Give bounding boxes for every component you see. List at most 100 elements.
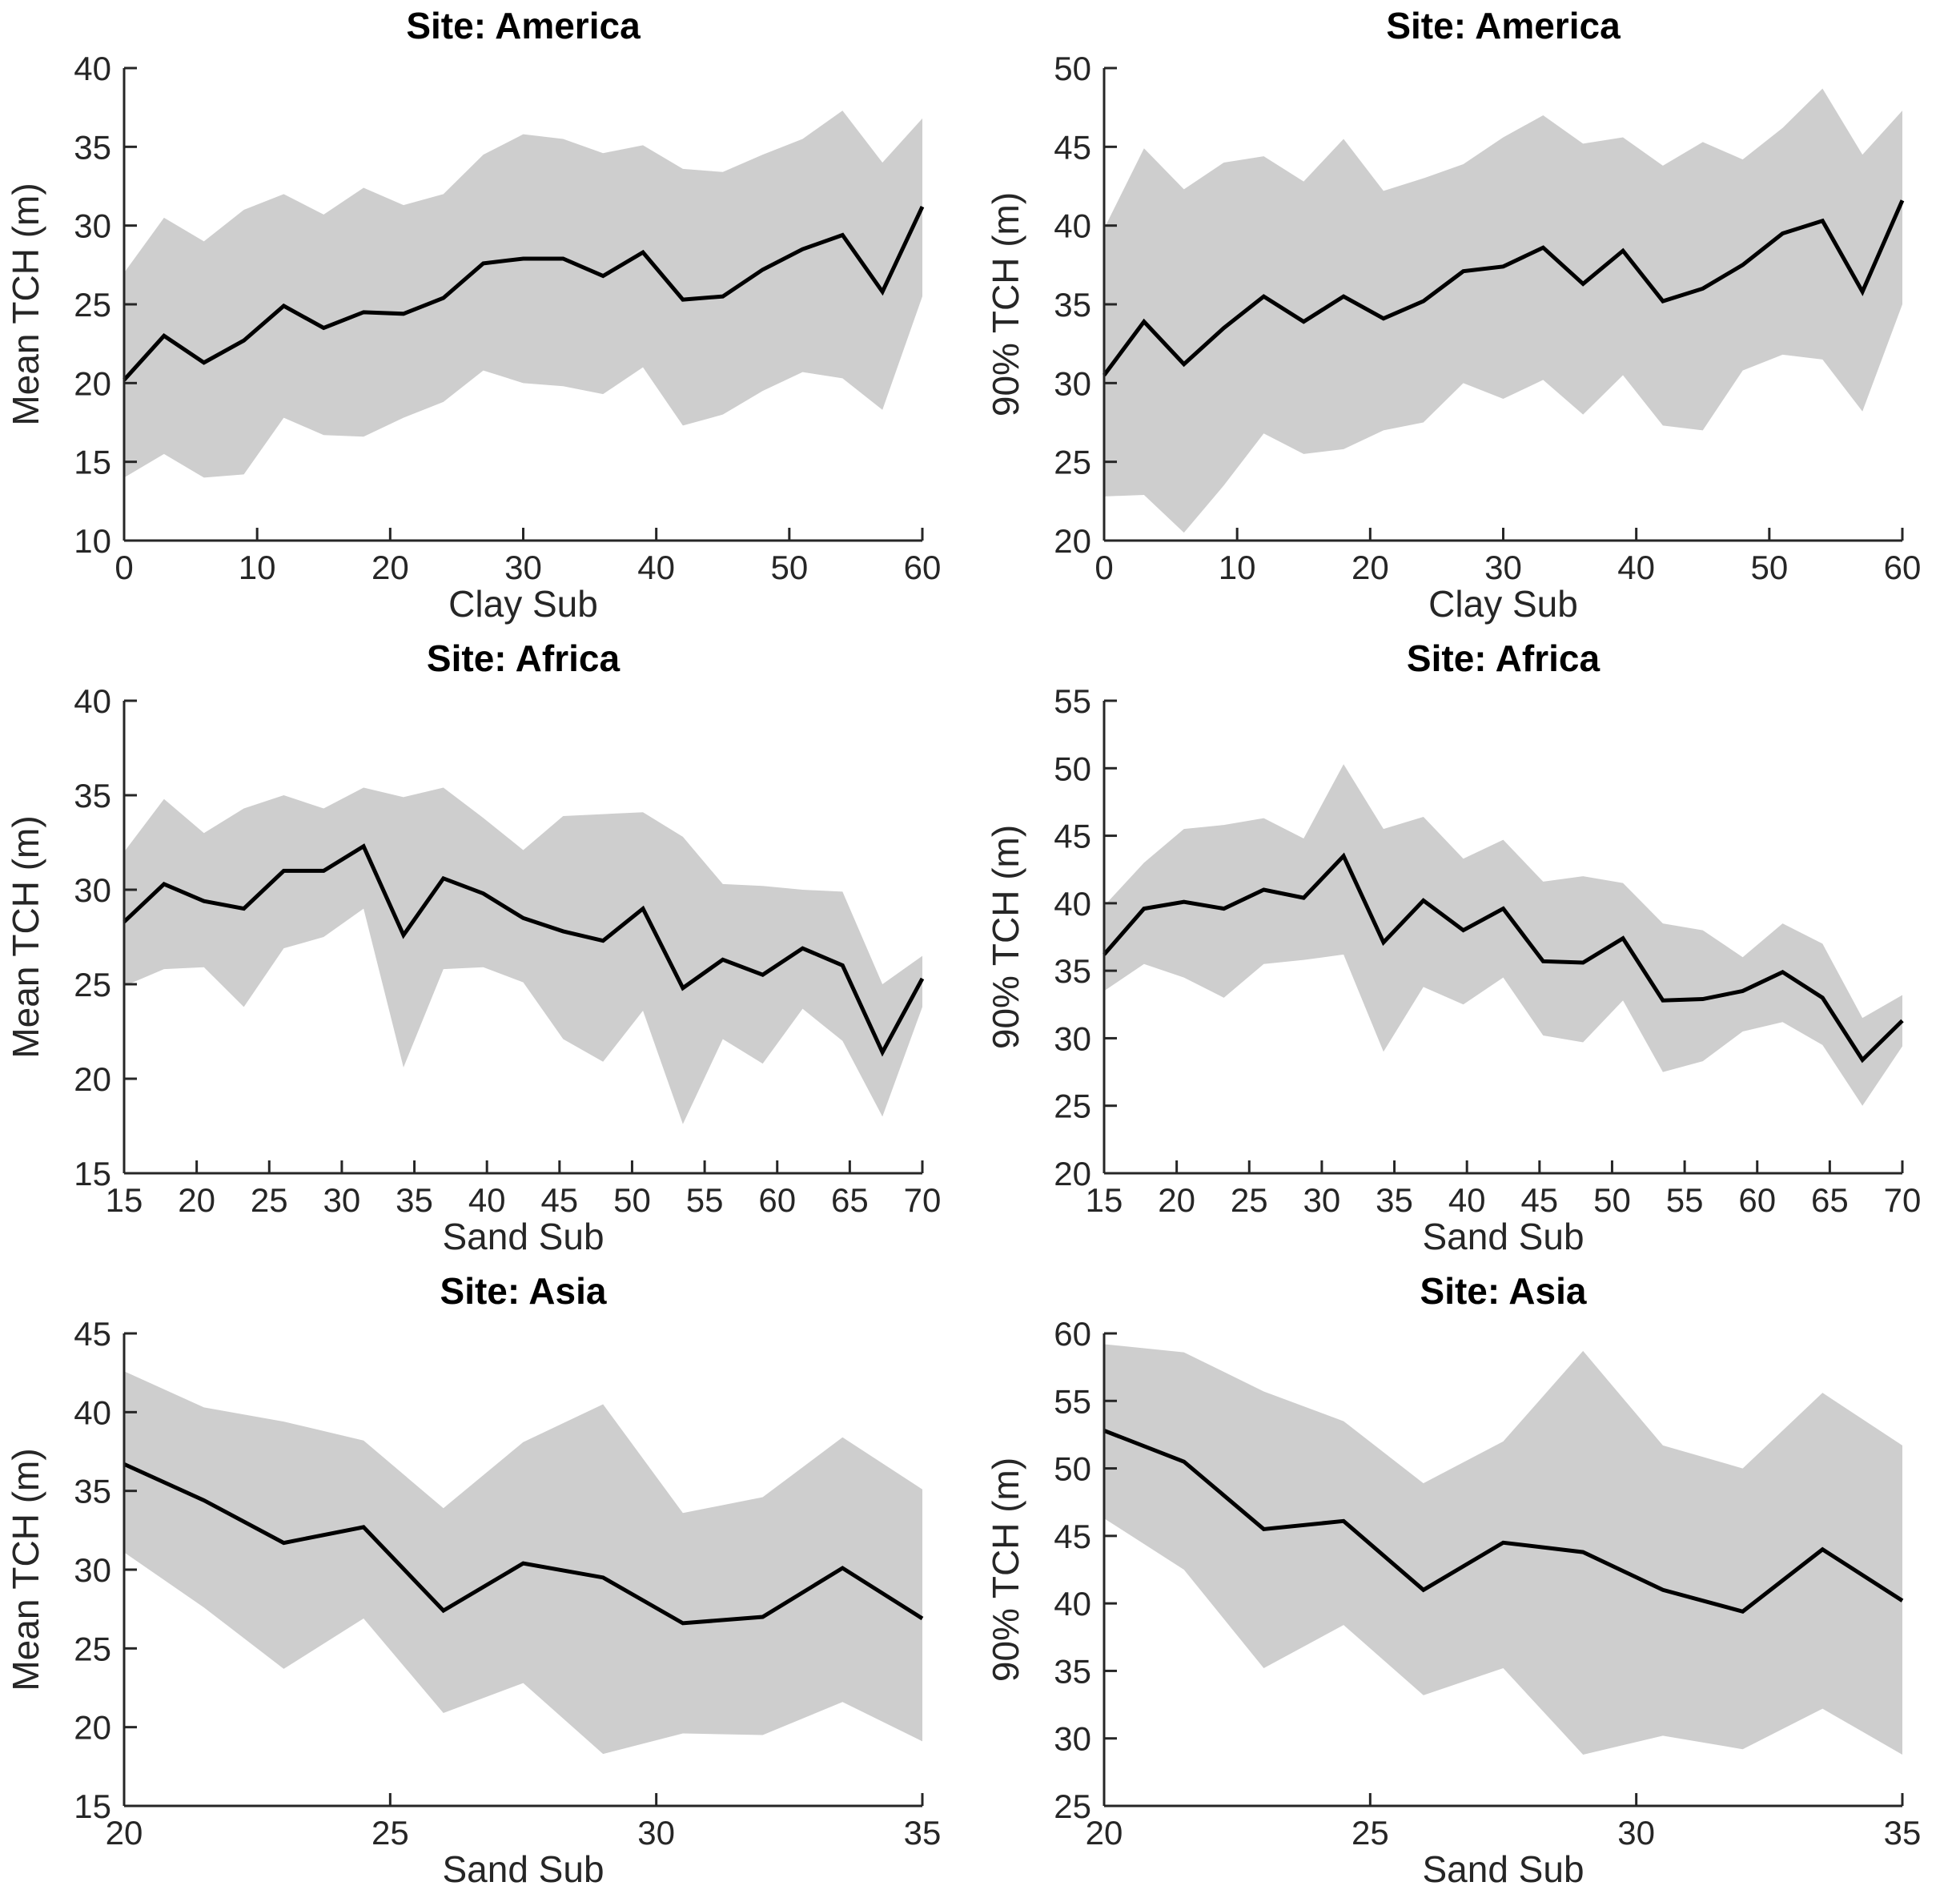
x-tick-label: 35 bbox=[396, 1181, 433, 1219]
x-tick-label: 25 bbox=[1231, 1181, 1268, 1219]
y-axis-label: 90% TCH (m) bbox=[985, 192, 1026, 416]
chart-title: Site: Africa bbox=[1407, 637, 1601, 679]
x-tick-label: 40 bbox=[468, 1181, 506, 1219]
x-tick-label: 45 bbox=[540, 1181, 578, 1219]
y-tick-label: 10 bbox=[74, 522, 111, 560]
x-axis-label: Clay Sub bbox=[448, 583, 598, 625]
x-tick-label: 20 bbox=[372, 549, 409, 586]
x-tick-label: 20 bbox=[178, 1181, 215, 1219]
y-axis-label: Mean TCH (m) bbox=[5, 1448, 46, 1691]
y-tick-label: 25 bbox=[74, 1630, 111, 1667]
x-tick-label: 60 bbox=[758, 1181, 796, 1219]
x-tick-label: 20 bbox=[1158, 1181, 1195, 1219]
mean-line bbox=[122, 1462, 924, 1626]
y-tick-label: 40 bbox=[74, 682, 111, 720]
x-tick-label: 65 bbox=[831, 1181, 869, 1219]
x-tick-label: 55 bbox=[686, 1181, 724, 1219]
x-tick-label: 60 bbox=[1738, 1181, 1776, 1219]
x-tick-label: 0 bbox=[1094, 549, 1113, 586]
x-tick-label: 0 bbox=[114, 549, 133, 586]
x-axis-label: Sand Sub bbox=[1422, 1848, 1584, 1890]
y-tick-label: 55 bbox=[1054, 1382, 1091, 1420]
confidence-band bbox=[1104, 88, 1902, 533]
y-axis-label: Mean TCH (m) bbox=[5, 815, 46, 1058]
y-tick-label: 35 bbox=[1054, 1652, 1091, 1690]
mean-line bbox=[1102, 852, 1904, 1064]
y-tick-label: 30 bbox=[74, 207, 111, 245]
x-tick-label: 35 bbox=[1376, 1181, 1413, 1219]
x-tick-label: 55 bbox=[1666, 1181, 1704, 1219]
x-tick-label: 30 bbox=[1617, 1814, 1655, 1852]
x-tick-label: 50 bbox=[1750, 549, 1788, 586]
y-tick-label: 45 bbox=[1054, 818, 1091, 855]
x-tick-label: 35 bbox=[1884, 1814, 1922, 1852]
chart-panel-africa-mean-tch: 15 20 25 30 35 40 45 50 55 60 65 70 15 20 25 30 35 40 Site… bbox=[0, 633, 980, 1265]
y-tick-label: 45 bbox=[1054, 128, 1091, 166]
x-tick-label: 20 bbox=[106, 1814, 143, 1852]
mean-line bbox=[1103, 1429, 1904, 1614]
x-tick-label: 35 bbox=[904, 1814, 942, 1852]
y-tick-label: 30 bbox=[1054, 364, 1091, 402]
y-tick-label: 55 bbox=[1054, 682, 1091, 720]
x-tick-label: 40 bbox=[1617, 549, 1655, 586]
y-tick-label: 30 bbox=[74, 1551, 111, 1589]
y-tick-label: 35 bbox=[74, 777, 111, 814]
chart-panel-america-90-tch: 0 10 20 30 40 50 60 20 25 30 35 40 45 50 Site: America… bbox=[980, 0, 1960, 633]
x-tick-label: 50 bbox=[1593, 1181, 1631, 1219]
y-tick-label: 20 bbox=[74, 1060, 111, 1098]
x-tick-label: 25 bbox=[372, 1814, 409, 1852]
x-tick-label: 10 bbox=[239, 549, 276, 586]
x-tick-label: 15 bbox=[1086, 1181, 1123, 1219]
y-tick-label: 50 bbox=[1054, 1450, 1091, 1488]
y-tick-label: 30 bbox=[74, 871, 111, 909]
confidence-band bbox=[1104, 764, 1902, 1106]
y-tick-label: 35 bbox=[1054, 952, 1091, 990]
y-tick-label: 15 bbox=[74, 444, 111, 481]
x-tick-label: 30 bbox=[1484, 549, 1522, 586]
y-tick-label: 25 bbox=[74, 966, 111, 1003]
y-tick-label: 50 bbox=[1054, 50, 1091, 87]
chart-panel-africa-90-tch: 15 20 25 30 35 40 45 50 55 60 65 70 20 25 30 35 40 45 50 55… bbox=[980, 633, 1960, 1265]
chart-title: Site: America bbox=[406, 5, 641, 46]
chart-title: Site: Africa bbox=[427, 637, 621, 679]
x-axis-label: Sand Sub bbox=[1422, 1216, 1584, 1257]
y-axis-label: Mean TCH (m) bbox=[5, 183, 46, 425]
y-tick-label: 40 bbox=[74, 1393, 111, 1431]
y-tick-label: 25 bbox=[1054, 444, 1091, 481]
x-axis-label: Sand Sub bbox=[442, 1848, 604, 1890]
y-tick-label: 50 bbox=[1054, 750, 1091, 787]
chart-title: Site: America bbox=[1386, 5, 1621, 46]
mean-line bbox=[122, 206, 925, 382]
mean-line bbox=[122, 843, 925, 1057]
x-tick-label: 45 bbox=[1520, 1181, 1558, 1219]
y-tick-label: 45 bbox=[1054, 1518, 1091, 1555]
confidence-band bbox=[1104, 1344, 1902, 1755]
x-tick-label: 60 bbox=[904, 549, 942, 586]
y-tick-label: 30 bbox=[1054, 1019, 1091, 1057]
y-tick-label: 40 bbox=[1054, 207, 1091, 245]
y-axis-label: 90% TCH (m) bbox=[985, 825, 1026, 1049]
y-tick-label: 30 bbox=[1054, 1720, 1091, 1758]
x-tick-label: 10 bbox=[1219, 549, 1256, 586]
y-tick-label: 20 bbox=[74, 364, 111, 402]
y-tick-label: 35 bbox=[1054, 286, 1091, 324]
mean-line bbox=[1102, 199, 1905, 376]
x-axis-label: Clay Sub bbox=[1428, 583, 1578, 625]
chart-panel-asia-90-tch: 20 25 30 35 25 30 35 40 45 50 55 60 Site: Asia Sand S… bbox=[980, 1265, 1960, 1898]
chart-panel-america-mean-tch: 0 10 20 30 40 50 60 10 15 20 25 30 35 40 Site: America… bbox=[0, 0, 980, 633]
chart-title: Site: Asia bbox=[1420, 1270, 1587, 1312]
x-tick-label: 20 bbox=[1352, 549, 1389, 586]
confidence-band bbox=[124, 787, 922, 1124]
x-axis-label: Sand Sub bbox=[442, 1216, 604, 1257]
y-tick-label: 20 bbox=[1054, 522, 1091, 560]
y-tick-label: 25 bbox=[1054, 1787, 1091, 1825]
chart-africa-90-tch: 15 20 25 30 35 40 45 50 55 60 65 702025303540455055… bbox=[985, 637, 1921, 1257]
y-tick-label: 40 bbox=[1054, 1585, 1091, 1623]
chart-panel-asia-mean-tch: 20 25 30 35 15 20 25 30 35 40 45 Site: Asia Sand Sub… bbox=[0, 1265, 980, 1898]
chart-title: Site: Asia bbox=[440, 1270, 607, 1312]
confidence-band bbox=[124, 111, 922, 478]
